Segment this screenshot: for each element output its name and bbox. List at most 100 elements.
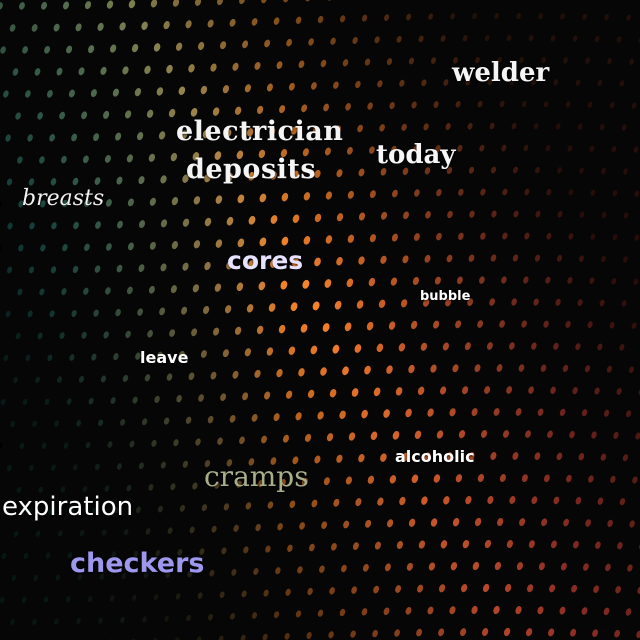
mesh-dot	[78, 375, 85, 383]
mesh-dot	[358, 256, 365, 265]
mesh-dot	[631, 102, 637, 109]
mesh-dot	[633, 146, 639, 153]
mesh-dot	[357, 124, 363, 133]
mesh-dot	[420, 342, 428, 351]
mesh-dot	[95, 463, 100, 471]
mesh-dot	[515, 606, 522, 615]
mesh-dot	[131, 594, 137, 601]
mesh-dot	[54, 618, 59, 625]
mesh-dot	[411, 474, 419, 484]
mesh-dot	[358, 168, 365, 177]
mesh-dot	[44, 45, 51, 54]
mesh-dot	[126, 286, 133, 295]
mesh-dot	[179, 504, 185, 512]
mesh-dot	[585, 519, 591, 527]
mesh-dot	[95, 221, 101, 229]
mesh-dot	[241, 590, 247, 598]
mesh-dot	[384, 14, 390, 21]
mesh-dot	[543, 320, 549, 328]
mesh-dot	[367, 102, 373, 110]
mesh-dot	[75, 23, 82, 32]
mesh-dot	[19, 2, 25, 10]
mesh-dot	[22, 398, 28, 406]
mesh-dot	[279, 105, 286, 114]
mesh-dot	[317, 15, 324, 24]
mesh-dot	[112, 88, 119, 97]
mesh-dot	[325, 191, 333, 200]
mesh-dot	[302, 279, 310, 289]
mesh-dot	[213, 327, 220, 336]
mesh-dot	[244, 84, 251, 93]
mesh-dot	[26, 508, 31, 516]
mesh-dot	[18, 244, 24, 252]
mesh-dot	[541, 57, 546, 64]
mesh-dot	[155, 549, 161, 557]
mesh-dot	[12, 68, 19, 76]
mesh-dot	[237, 194, 245, 204]
mesh-dot	[300, 323, 308, 333]
mesh-dot	[566, 474, 572, 483]
mesh-dot	[31, 24, 38, 32]
mesh-dot	[314, 213, 322, 223]
mesh-dot	[623, 168, 628, 175]
mesh-dot	[210, 63, 217, 72]
mesh-dot	[261, 0, 267, 4]
mesh-dot	[416, 628, 423, 637]
mesh-dot	[285, 588, 291, 596]
mesh-dot	[550, 540, 557, 549]
mesh-dot	[555, 123, 561, 130]
mesh-dot	[612, 234, 618, 241]
mesh-dot	[637, 586, 640, 594]
mesh-dot	[259, 193, 267, 203]
mesh-dot	[89, 551, 95, 559]
mesh-dot	[305, 0, 311, 2]
mesh-dot	[499, 320, 505, 328]
mesh-dot	[178, 350, 185, 359]
mesh-dot	[186, 614, 191, 622]
mesh-dot	[116, 264, 123, 273]
mesh-dot	[188, 372, 195, 381]
mesh-dot	[226, 172, 233, 182]
mesh-dot	[32, 618, 37, 625]
mesh-dot	[556, 254, 563, 262]
mesh-dot	[94, 265, 101, 273]
mesh-dot	[635, 432, 640, 440]
mesh-dot	[346, 146, 353, 155]
mesh-dot	[88, 45, 95, 54]
mesh-dot	[450, 13, 455, 20]
mesh-dot	[109, 44, 117, 53]
mesh-dot	[604, 14, 609, 21]
mesh-dot	[273, 611, 280, 619]
mesh-dot	[201, 504, 208, 512]
mesh-dot	[149, 241, 156, 250]
mesh-dot	[330, 37, 336, 45]
word-expiration: expiration	[2, 492, 134, 522]
mesh-dot	[41, 1, 47, 10]
mesh-dot	[436, 188, 442, 197]
mesh-dot	[157, 351, 163, 360]
mesh-dot	[0, 200, 2, 208]
mesh-dot	[506, 34, 512, 42]
mesh-dot	[327, 0, 333, 1]
mesh-dot	[458, 232, 464, 240]
mesh-dot	[202, 129, 210, 139]
mesh-dot	[587, 101, 593, 108]
mesh-dot	[355, 498, 362, 507]
mesh-dot	[348, 0, 355, 1]
mesh-dot	[145, 528, 151, 535]
mesh-dot	[189, 526, 195, 534]
mesh-dot	[104, 154, 111, 163]
mesh-dot	[328, 631, 334, 639]
mesh-dot	[32, 420, 37, 428]
mesh-dot	[236, 480, 242, 488]
mesh-dot	[303, 236, 311, 245]
mesh-dot	[19, 442, 25, 450]
mesh-dot	[240, 634, 246, 640]
mesh-dot	[120, 418, 126, 426]
mesh-dot	[528, 34, 534, 42]
mesh-dot	[578, 453, 585, 461]
mesh-dot	[0, 442, 3, 450]
mesh-dot	[633, 278, 639, 285]
mesh-dot	[127, 198, 134, 207]
mesh-dot	[29, 222, 35, 230]
